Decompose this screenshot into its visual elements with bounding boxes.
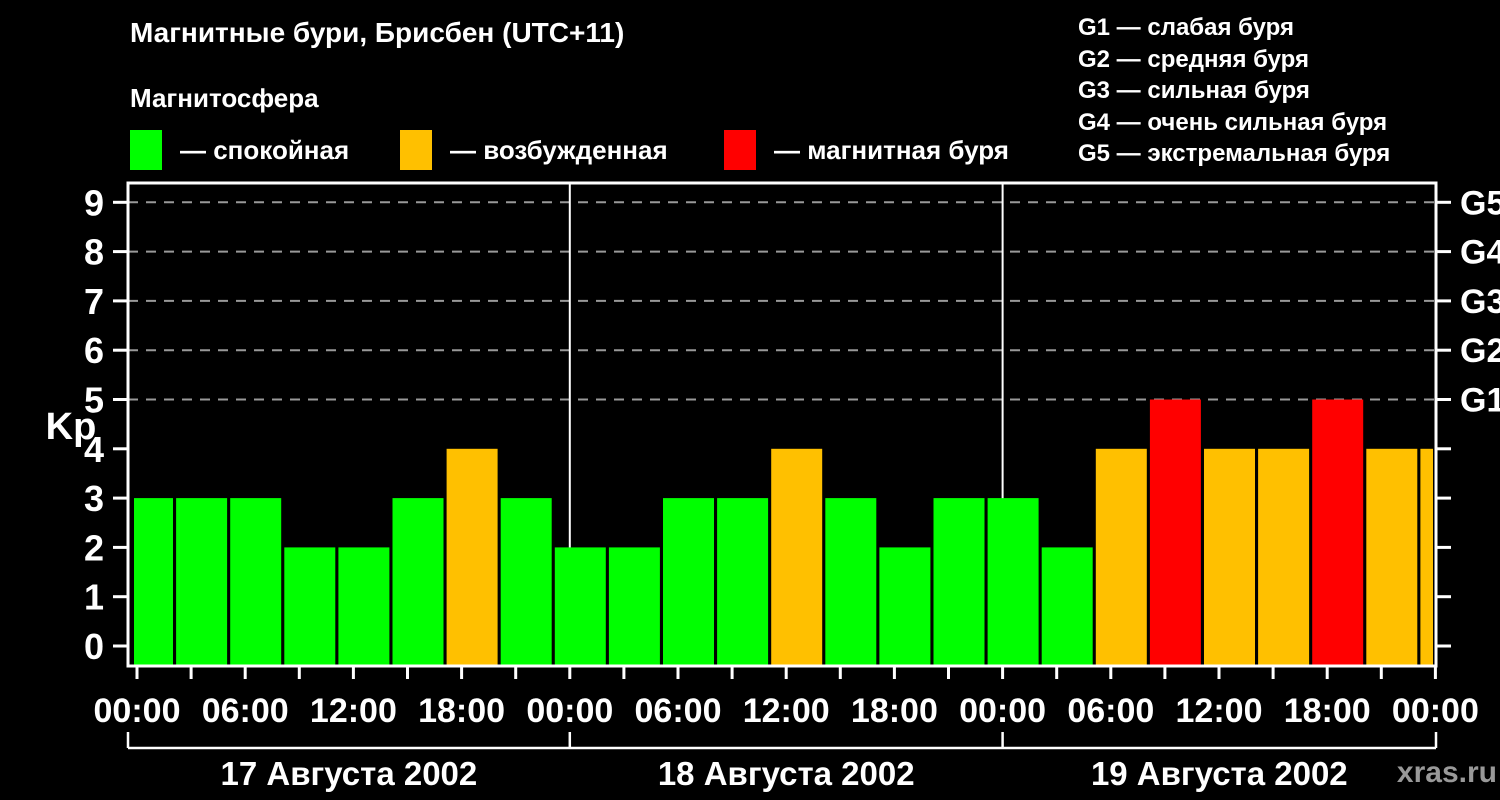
magnetosphere-label: Магнитосфера [130, 83, 319, 113]
x-tick-label: 12:00 [1176, 692, 1263, 730]
x-axis: 00:00 06:00 12:00 18:00 00:00 06:00 12:00 18:00… [94, 666, 1479, 730]
y-tick-label: 9 [84, 182, 104, 223]
date-label-day2: 18 Августа 2002 [658, 755, 915, 792]
storm-scale-item-g3: G3 — сильная буря [1078, 77, 1310, 104]
storm-scale-item-g1: G1 — слабая буря [1078, 14, 1295, 41]
x-tick-label: 00:00 [959, 692, 1046, 730]
kp-bar-day1-h9 [284, 547, 336, 666]
kp-bar-day2-h15 [825, 498, 877, 666]
y-tick-label: 4 [84, 429, 104, 470]
active-swatch-icon [400, 130, 432, 170]
y-tick-label: 3 [84, 478, 104, 519]
watermark: xras.ru [1396, 756, 1497, 789]
x-tick-label: 06:00 [635, 692, 722, 730]
x-tick-label: 12:00 [310, 692, 397, 730]
y-tick-label: 2 [84, 527, 104, 568]
plot-border [126, 181, 1438, 668]
page-title: Магнитные бури, Брисбен (UTC+11) [130, 17, 625, 48]
kp-bar-day3-h18 [1312, 399, 1364, 666]
y-axis-title: Kp [45, 406, 97, 448]
legend-item-active: — возбужденная [400, 130, 668, 170]
kp-bar-day1-h12 [338, 547, 390, 666]
storm-scale-item-g5: G5 — экстремальная буря [1078, 140, 1391, 167]
y-tick-label: 7 [84, 281, 104, 322]
kp-bar-day2-h6 [663, 498, 714, 666]
x-tick-label: 00:00 [526, 692, 613, 730]
kp-bar-day3-h9 [1149, 399, 1201, 666]
date-axis: 17 Августа 2002 18 Августа 2002 19 Августа… [126, 732, 1438, 792]
g-level-label-g3: G3 [1460, 283, 1500, 321]
legend-item-quiet: — спокойная [130, 130, 349, 170]
date-label-day3: 19 Августа 2002 [1091, 755, 1348, 792]
x-tick-label: 00:00 [94, 692, 181, 730]
kp-bar-day3-h3 [1041, 547, 1093, 666]
storm-scale-item-g2: G2 — средняя буря [1078, 45, 1309, 73]
x-tick-label: 00:00 [1392, 692, 1479, 730]
x-tick-label: 18:00 [418, 692, 505, 730]
legend-item-label: — магнитная буря [774, 134, 1009, 165]
g-level-label-g2: G2 [1460, 332, 1500, 370]
x-tick-label: 06:00 [202, 692, 289, 730]
g-level-label-g4: G4 [1460, 234, 1500, 272]
quiet-swatch-icon [130, 130, 162, 170]
kp-bar-day3-h15 [1258, 448, 1310, 666]
storm-scale-legend: G1 — слабая буря G2 — средняя буря G3 — си… [1078, 12, 1390, 170]
kp-bar-day2-h21 [933, 498, 985, 666]
kp-bar-day2-h0 [554, 547, 606, 666]
x-tick-label: 18:00 [851, 692, 938, 730]
legend-item-label: — возбужденная [450, 134, 668, 165]
kp-bar-day1-h15 [392, 498, 444, 666]
y-tick-label: 0 [84, 626, 104, 667]
y-tick-label: 8 [84, 232, 104, 273]
y-axis-left: 0 1 2 3 4 5 6 7 8 9 [84, 182, 128, 667]
kp-bar-day1-h0 [134, 498, 173, 666]
kp-bar-day1-h21 [500, 498, 552, 666]
y-tick-label: 5 [84, 380, 104, 421]
y-axis-right: G1 G2 G3 G4 G5 [1436, 184, 1500, 648]
state-legend: — спокойная — возбужденная — магнитная бур… [0, 130, 1500, 172]
x-tick-label: 18:00 [1284, 692, 1371, 730]
x-tick-label: 12:00 [743, 692, 830, 730]
g-level-label-g1: G1 [1460, 382, 1500, 420]
g-level-label-g5: G5 [1460, 184, 1500, 222]
kp-bars [134, 399, 1433, 666]
date-label-day1: 17 Августа 2002 [221, 755, 478, 792]
legend-item-label: — спокойная [180, 134, 350, 165]
storm-swatch-icon [724, 130, 756, 170]
x-tick-label: 06:00 [1067, 692, 1154, 730]
y-tick-label: 6 [84, 330, 104, 371]
gridlines [128, 201, 1436, 401]
kp-bar-day2-h9 [717, 498, 769, 666]
kp-bar-day3-h6 [1095, 448, 1147, 666]
kp-bar-day1-h6 [230, 498, 282, 666]
kp-bar-day3-h12 [1204, 448, 1255, 666]
kp-bar-day2-h12 [771, 448, 823, 666]
kp-bar-day2-h18 [879, 547, 931, 666]
kp-bar-day1-h3 [176, 498, 228, 666]
kp-bar-day3-h21 [1366, 448, 1418, 666]
kp-bar-day2-h3 [608, 547, 660, 666]
y-tick-label: 1 [84, 577, 104, 618]
storm-scale-item-g4: G4 — очень сильная буря [1078, 108, 1388, 136]
legend-item-storm: — магнитная буря [724, 130, 1009, 170]
kp-bar-day3-h0 [987, 498, 1039, 666]
kp-bar-partial-next-day [1420, 448, 1433, 666]
kp-bar-day1-h18 [446, 448, 498, 666]
